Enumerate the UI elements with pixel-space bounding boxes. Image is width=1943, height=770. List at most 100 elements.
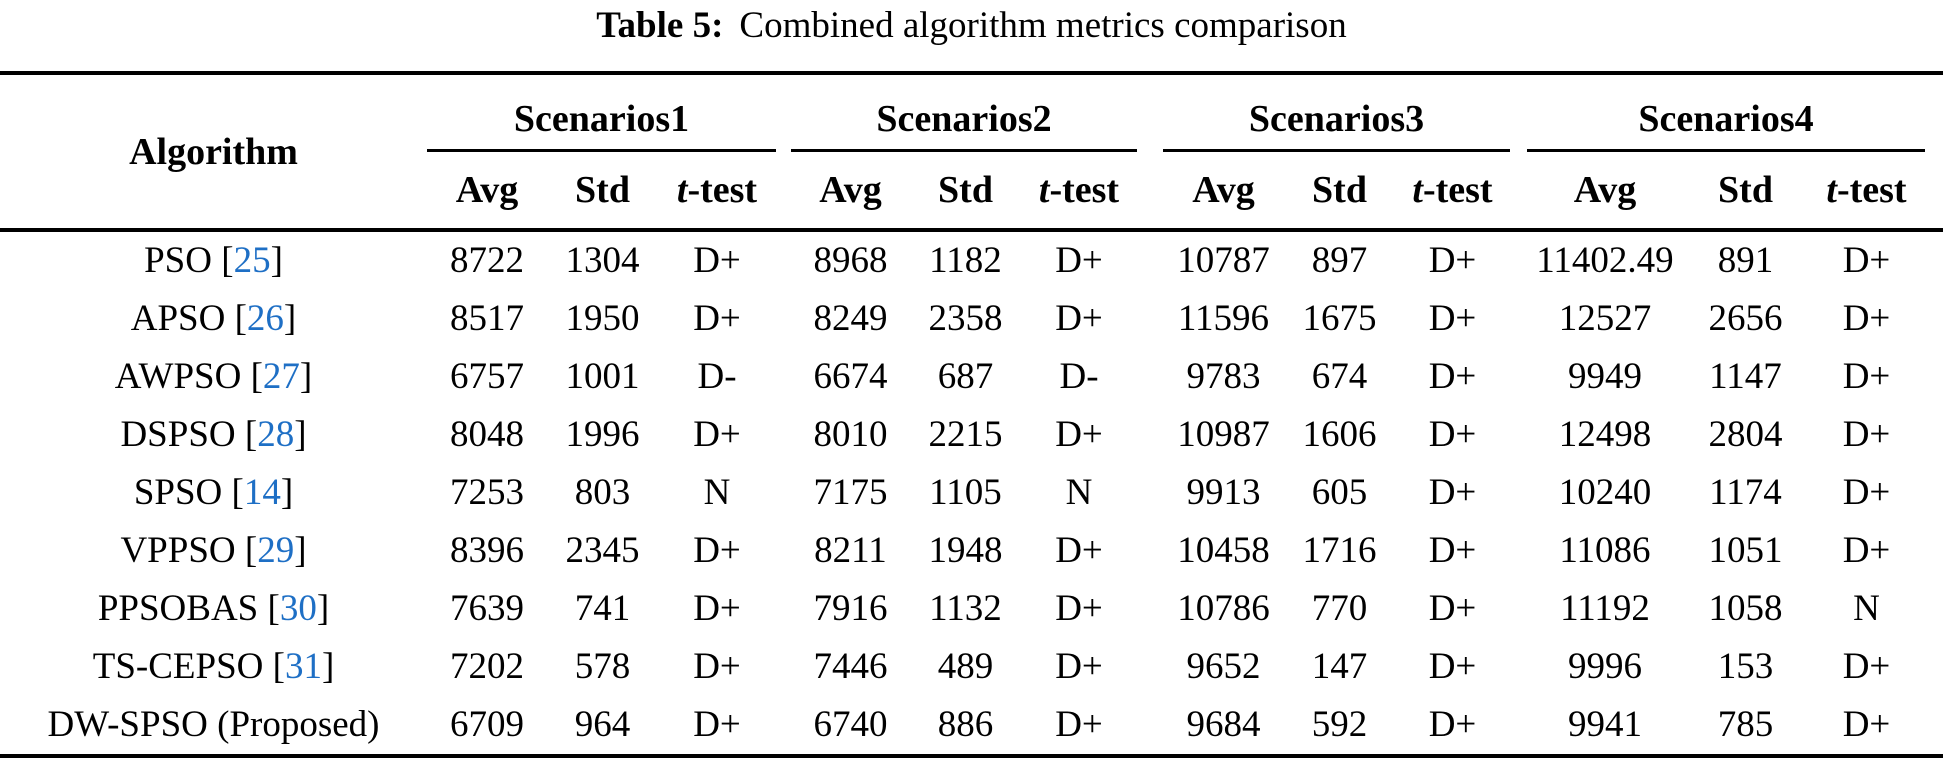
- group-gap: [1137, 580, 1163, 638]
- group-gap: [1925, 696, 1943, 758]
- cell-s4-ttest: N: [1853, 588, 1880, 629]
- table-row: PSO [25] 8722 1304 D+ 8968 1182 D+ 10787 897 D+ 11…: [0, 230, 1943, 290]
- cell-s4-ttest: D+: [1842, 530, 1891, 571]
- metrics-table: Algorithm Scenarios1 Scenarios2 Scenario…: [0, 71, 1943, 758]
- table-row: APSO [26] 8517 1950 D+ 8249 2358 D+ 11596 1675 D+…: [0, 290, 1943, 348]
- algorithm-name: AWPSO: [114, 356, 242, 397]
- cell-s1-ttest: D+: [693, 240, 741, 281]
- citation-link[interactable]: 31: [284, 646, 322, 687]
- cell-s3-std: 1716: [1302, 530, 1377, 571]
- cell-s1-std: 964: [547, 696, 658, 758]
- table-row: VPPSO [29] 8396 2345 D+ 8211 1948 D+ 10458 1716 D…: [0, 522, 1943, 580]
- group-gap: [1510, 464, 1527, 522]
- cell-s2-ttest: D+: [1055, 530, 1103, 571]
- column-group-scenarios4: Scenarios4: [1527, 73, 1925, 152]
- cell-s1-std: 1996: [565, 414, 640, 455]
- algorithm-name: TS-CEPSO: [92, 646, 264, 687]
- group-gap: [1510, 73, 1527, 232]
- cell-s3-std: 1606: [1302, 414, 1377, 455]
- algorithm-name: VPPSO: [120, 530, 236, 571]
- cell-s1-avg: 7202: [450, 646, 524, 687]
- cell-s4-avg: 10240: [1558, 472, 1652, 513]
- cell-s1-avg: 6709: [427, 696, 547, 758]
- cell-s4-avg: 11192: [1560, 588, 1650, 629]
- column-header-s3-std: Std: [1284, 150, 1395, 232]
- citation-link[interactable]: 26: [246, 298, 284, 339]
- group-gap: [1510, 348, 1527, 406]
- column-header-s1-avg: Avg: [427, 150, 547, 232]
- cell-s2-avg: 8249: [813, 298, 888, 339]
- group-gap: [1137, 696, 1163, 758]
- group-gap: [776, 522, 791, 580]
- group-gap: [1510, 638, 1527, 696]
- cell-s2-std: 1105: [929, 472, 1002, 513]
- cell-s4-std: 891: [1717, 240, 1774, 281]
- algorithm-cell: DSPSO [28]: [120, 414, 307, 455]
- cell-s4-std: 2804: [1708, 414, 1783, 455]
- citation-link[interactable]: 25: [233, 240, 271, 281]
- cell-s1-ttest: D+: [693, 298, 741, 339]
- cell-s4-std: 1174: [1709, 472, 1782, 513]
- algorithm-cell: APSO [26]: [130, 298, 297, 339]
- cell-s3-std: 147: [1311, 646, 1368, 687]
- column-header-s3-ttest: t-test: [1395, 150, 1510, 232]
- group-gap: [776, 290, 791, 348]
- algorithm-name: DW-SPSO (Proposed): [47, 704, 380, 745]
- cell-s3-std: 770: [1311, 588, 1368, 629]
- cell-s2-ttest: N: [1065, 472, 1093, 513]
- cell-s2-avg: 6740: [791, 696, 910, 758]
- cell-s3-ttest: D+: [1428, 472, 1477, 513]
- cell-s4-std: 785: [1683, 696, 1808, 758]
- table-caption-number: Table 5:: [596, 5, 724, 46]
- column-header-s2-avg: Avg: [791, 150, 910, 232]
- cell-s4-avg: 9941: [1527, 696, 1683, 758]
- cell-s3-ttest: D+: [1428, 298, 1477, 339]
- cell-s1-std: 803: [574, 472, 631, 513]
- cell-s1-avg: 8396: [450, 530, 524, 571]
- algorithm-cell: DW-SPSO (Proposed): [0, 696, 427, 758]
- cell-s3-ttest: D+: [1428, 530, 1477, 571]
- column-header-s1-std: Std: [547, 150, 658, 232]
- cell-s1-ttest: D+: [658, 696, 776, 758]
- cell-s3-avg: 10786: [1177, 588, 1270, 629]
- cell-s1-ttest: D+: [693, 414, 741, 455]
- cell-s3-std: 605: [1311, 472, 1368, 513]
- group-gap: [1925, 522, 1943, 580]
- cell-s1-std: 741: [574, 588, 631, 629]
- cell-s2-std: 2215: [928, 414, 1003, 455]
- cell-s4-std: 1051: [1708, 530, 1783, 571]
- column-header-s4-std: Std: [1683, 150, 1808, 232]
- cell-s4-ttest: D+: [1842, 240, 1891, 281]
- cell-s4-ttest: D+: [1842, 646, 1891, 687]
- group-gap: [1925, 464, 1943, 522]
- citation-link[interactable]: 14: [243, 472, 281, 513]
- cell-s1-avg: 7253: [450, 472, 524, 513]
- cell-s3-ttest: D+: [1428, 646, 1477, 687]
- algorithm-cell: PSO [25]: [144, 240, 283, 281]
- group-gap: [776, 230, 791, 290]
- column-header-s4-avg: Avg: [1527, 150, 1683, 232]
- cell-s1-std: 1304: [565, 240, 640, 281]
- cell-s4-ttest: D+: [1842, 472, 1891, 513]
- table-row: AWPSO [27] 6757 1001 D- 6674 687 D- 9783 674 D+ 99…: [0, 348, 1943, 406]
- cell-s3-std: 674: [1311, 356, 1368, 397]
- cell-s3-avg: 10458: [1177, 530, 1270, 571]
- citation-link[interactable]: 28: [257, 414, 295, 455]
- algorithm-name: DSPSO: [120, 414, 236, 455]
- cell-s1-std: 1001: [565, 356, 640, 397]
- cell-s4-ttest: D+: [1808, 696, 1925, 758]
- group-gap: [776, 348, 791, 406]
- cell-s1-avg: 7639: [450, 588, 524, 629]
- group-gap: [1510, 696, 1527, 758]
- citation-link[interactable]: 29: [257, 530, 295, 571]
- cell-s1-std: 578: [574, 646, 631, 687]
- table-row: PPSOBAS [30] 7639 741 D+ 7916 1132 D+ 10786 770 D…: [0, 580, 1943, 638]
- cell-s2-std: 1132: [929, 588, 1002, 629]
- citation-link[interactable]: 30: [279, 588, 317, 629]
- cell-s1-ttest: D-: [697, 356, 737, 397]
- algorithm-cell: PPSOBAS [30]: [97, 588, 330, 629]
- group-gap: [1925, 230, 1943, 290]
- citation-link[interactable]: 27: [262, 356, 300, 397]
- algorithm-name: PPSOBAS: [97, 588, 259, 629]
